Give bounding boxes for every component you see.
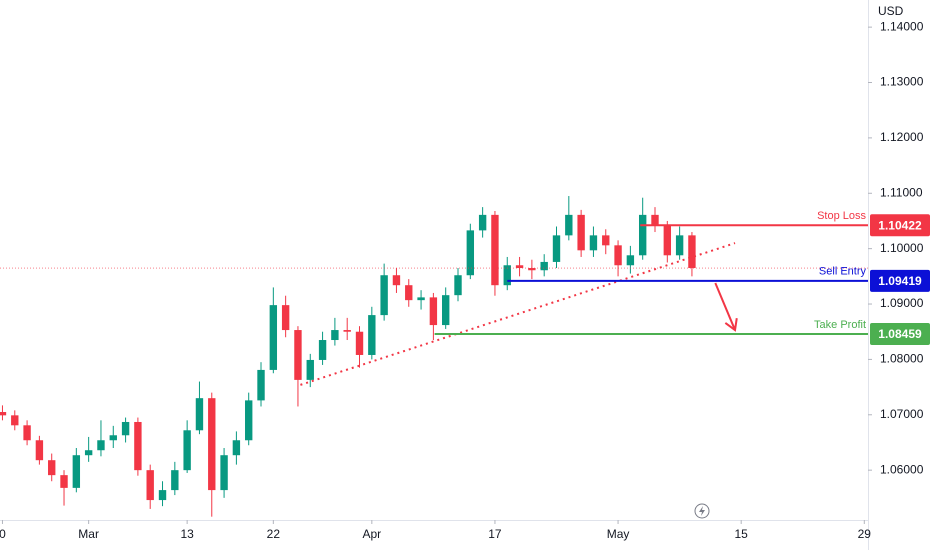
level-tag bbox=[870, 269, 930, 292]
candle-body bbox=[269, 305, 278, 370]
x-tick-label: 0 bbox=[0, 527, 6, 541]
candle-body bbox=[183, 430, 191, 471]
candle-body bbox=[23, 425, 31, 441]
icon-circle bbox=[694, 503, 710, 519]
candle-body bbox=[651, 214, 659, 225]
level-label: Sell Entry bbox=[819, 266, 867, 278]
y-tick-label: 1.07000 bbox=[880, 407, 924, 421]
x-tick-label: Mar bbox=[78, 527, 99, 541]
candle-body bbox=[48, 460, 56, 476]
candle-body bbox=[331, 330, 339, 341]
candle-body bbox=[614, 245, 622, 266]
level-tag-label: 1.09419 bbox=[878, 274, 922, 288]
candle-body bbox=[35, 440, 44, 461]
candle-body bbox=[158, 490, 167, 501]
candle-body bbox=[134, 421, 142, 471]
candle-body bbox=[306, 359, 314, 380]
candle-body bbox=[589, 235, 598, 251]
candle-body bbox=[491, 214, 499, 286]
trend-line bbox=[300, 242, 736, 386]
y-tick-label: 1.11000 bbox=[880, 185, 923, 199]
x-tick-label: 13 bbox=[180, 527, 194, 541]
x-tick-label: 17 bbox=[488, 527, 502, 541]
candle-body bbox=[121, 421, 130, 436]
candle-body bbox=[60, 475, 68, 488]
candle-body bbox=[602, 235, 610, 246]
y-tick-label: 1.09000 bbox=[880, 296, 924, 310]
candle-body bbox=[171, 470, 179, 491]
arrow-head bbox=[724, 318, 738, 332]
y-tick-label: 1.13000 bbox=[880, 75, 924, 89]
candle-body bbox=[552, 235, 561, 262]
candle-body bbox=[577, 214, 585, 251]
candle-body bbox=[220, 455, 228, 491]
candle-body bbox=[0, 412, 7, 416]
candle-body bbox=[392, 275, 401, 286]
candle-body bbox=[565, 214, 573, 236]
level-tag bbox=[870, 214, 930, 237]
y-tick-label: 1.08000 bbox=[880, 352, 924, 366]
y-tick-label: 1.10000 bbox=[880, 241, 924, 255]
candle-body bbox=[146, 470, 154, 501]
candle-body bbox=[442, 295, 450, 326]
level-label: Stop Loss bbox=[817, 210, 866, 222]
candle-body bbox=[503, 265, 511, 286]
arrow-shaft bbox=[714, 282, 736, 331]
candle-body bbox=[380, 275, 388, 316]
candle-body bbox=[318, 340, 327, 360]
y-tick-label: 1.06000 bbox=[880, 462, 924, 476]
candle-body bbox=[257, 369, 265, 401]
x-tick-label: May bbox=[607, 527, 630, 541]
y-tick-label: 1.12000 bbox=[880, 130, 924, 144]
candle-body bbox=[281, 305, 290, 331]
candle-body bbox=[626, 255, 635, 266]
candle-body bbox=[417, 297, 425, 301]
candle-body bbox=[429, 297, 438, 326]
x-tick-label: 15 bbox=[735, 527, 749, 541]
candle-body bbox=[515, 265, 524, 269]
candle-body bbox=[343, 330, 351, 332]
candle-body bbox=[355, 331, 364, 355]
candle-body bbox=[245, 400, 253, 441]
candle-body bbox=[368, 315, 376, 355]
icon-bolt bbox=[699, 506, 705, 516]
currency-label: USD bbox=[878, 4, 904, 18]
replay-icon[interactable] bbox=[694, 503, 710, 519]
candle-body bbox=[84, 450, 93, 456]
candle-body bbox=[663, 224, 672, 256]
x-tick-label: Apr bbox=[362, 527, 381, 541]
candle-body bbox=[195, 398, 204, 431]
x-tick-label: 29 bbox=[858, 527, 872, 541]
candle-body bbox=[675, 235, 684, 256]
candle-body bbox=[109, 435, 117, 441]
candle-body bbox=[540, 261, 548, 271]
candle-body bbox=[11, 415, 19, 426]
candle-body bbox=[454, 275, 462, 296]
candle-body bbox=[688, 235, 696, 269]
candle-body bbox=[294, 330, 302, 380]
candle-body bbox=[405, 285, 413, 301]
level-tag-label: 1.08459 bbox=[878, 327, 922, 341]
candle-body bbox=[208, 398, 216, 491]
candle-body bbox=[97, 440, 105, 451]
candle-body bbox=[466, 230, 475, 276]
level-tag-label: 1.10422 bbox=[878, 218, 922, 232]
candle-body bbox=[72, 455, 81, 488]
y-tick-label: 1.14000 bbox=[880, 19, 924, 33]
candle-body bbox=[528, 268, 536, 271]
level-tag bbox=[870, 322, 930, 345]
candle-body bbox=[478, 214, 487, 231]
level-label: Take Profit bbox=[814, 319, 866, 331]
x-tick-label: 22 bbox=[267, 527, 281, 541]
candle-body bbox=[638, 214, 647, 256]
candle-body bbox=[232, 440, 241, 456]
